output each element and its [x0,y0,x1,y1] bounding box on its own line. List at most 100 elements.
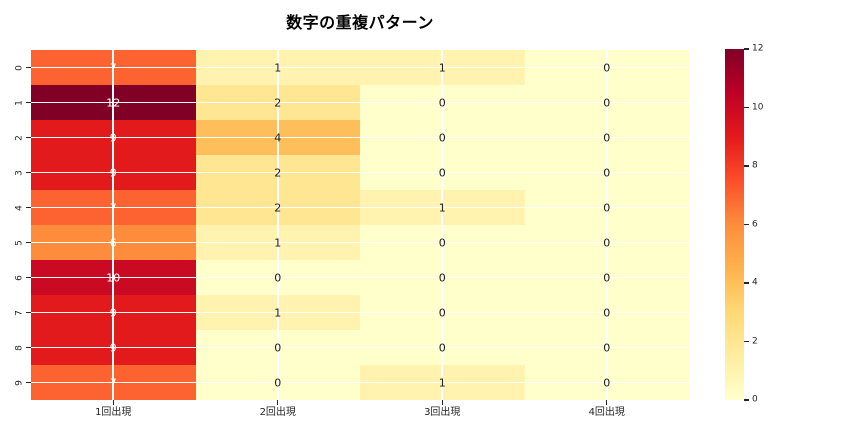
cell-value-label: 1 [438,376,446,389]
y-tick-mark [26,206,31,209]
y-tick-label: 9 [14,379,25,386]
y-tick-label: 0 [14,64,25,71]
cell-value-label: 0 [603,201,611,214]
gridline-horizontal [31,241,689,244]
cell-value-label: 9 [109,341,117,354]
colorbar-tick-mark [744,340,749,343]
colorbar-tick-mark [744,106,749,109]
colorbar-tick-label: 4 [752,277,758,288]
gridline-horizontal [31,206,689,209]
heatmap-gridlines-layer [31,50,689,400]
cell-value-label: 0 [603,376,611,389]
colorbar-tick-label: 6 [752,219,758,229]
x-tick-label: 1回出現 [95,407,132,418]
y-tick-label: 1 [14,99,25,106]
y-tick-mark [26,171,31,174]
cell-value-label: 0 [603,96,611,109]
y-tick-mark [26,241,31,244]
y-tick-mark [26,66,31,69]
colorbar-tick-label: 8 [752,160,758,171]
x-tick-label: 4回出現 [588,407,625,418]
gridline-vertical [112,50,115,400]
gridline-horizontal [31,311,689,314]
cell-value-label: 0 [274,271,282,284]
cell-value-label: 4 [274,131,282,144]
gridline-horizontal [31,276,689,279]
cell-value-label: 0 [603,271,611,284]
colorbar-tick-label: 12 [752,43,764,54]
colorbar-tick-label: 2 [752,336,758,346]
x-tick-mark [277,400,279,405]
y-tick-mark [26,101,31,104]
cell-value-label: 0 [603,236,611,249]
colorbar-tick-mark [744,48,749,50]
cell-value-label: 6 [109,236,117,249]
cell-value-label: 7 [109,376,117,389]
cell-value-label: 1 [438,61,446,74]
heatmap-plot: 7 1 1 0 12 2 0 0 9 4 0 0 9 2 0 0 7 2 1 0 6 1 0 0 10 0 0 0 9 1 0 0 9 0 0 0 7 0… [31,50,689,400]
gridline-vertical [605,50,608,400]
colorbar-tick-mark [744,282,749,284]
x-tick-mark [112,400,114,405]
cell-value-label: 0 [274,341,282,354]
gridline-vertical [441,50,444,400]
cell-value-label: 9 [109,131,117,144]
y-tick-label: 7 [14,309,25,316]
cell-value-label: 0 [438,341,446,354]
cell-value-label: 0 [603,61,611,74]
cell-value-label: 0 [603,306,611,319]
gridline-horizontal [31,101,689,104]
colorbar-tick-mark [744,399,749,401]
x-tick-label: 2回出現 [259,407,296,418]
y-tick-label: 8 [14,344,25,351]
gridline-horizontal [31,136,689,139]
cell-value-label: 0 [603,131,611,144]
cell-value-label: 7 [109,61,117,74]
y-tick-label: 2 [14,134,25,141]
cell-value-label: 10 [106,271,121,284]
y-tick-mark [26,381,31,384]
cell-value-label: 0 [438,96,446,109]
cell-value-label: 0 [438,236,446,249]
cell-value-label: 0 [438,131,446,144]
cell-value-label: 9 [109,306,117,319]
y-tick-label: 5 [14,239,25,246]
cell-value-label: 9 [109,166,117,179]
cell-value-label: 12 [106,96,121,109]
chart-title: 数字の重複パターン [286,13,434,32]
y-tick-mark [26,276,31,279]
cell-value-label: 0 [274,376,282,389]
gridline-vertical [276,50,279,400]
gridline-horizontal [31,381,689,384]
y-tick-mark [26,136,31,139]
cell-value-label: 2 [274,201,282,214]
y-tick-label: 4 [14,204,25,211]
cell-value-label: 1 [438,201,446,214]
cell-value-label: 1 [274,236,282,249]
x-tick-label: 3回出現 [424,407,461,418]
x-tick-mark [441,400,443,405]
colorbar-tick-mark [744,165,749,167]
cell-value-label: 0 [603,341,611,354]
gridline-horizontal [31,171,689,174]
colorbar-tick-mark [744,223,749,226]
cell-value-label: 1 [274,306,282,319]
y-tick-mark [26,311,31,314]
colorbar [725,49,744,400]
y-tick-label: 6 [14,274,25,281]
colorbar-tick-label: 10 [752,102,764,112]
cell-value-label: 1 [274,61,282,74]
cell-value-label: 0 [438,306,446,319]
cell-value-label: 7 [109,201,117,214]
y-tick-label: 3 [14,169,25,176]
cell-value-label: 0 [603,166,611,179]
cell-value-label: 0 [438,271,446,284]
heatmap-annotations-layer: 7 1 1 0 12 2 0 0 9 4 0 0 9 2 0 0 7 2 1 0 6 1 0 0 10 0 0 0 9 1 0 0 9 0 0 0 7 0… [31,50,689,400]
x-tick-mark [606,400,608,405]
cell-value-label: 0 [438,166,446,179]
cell-value-label: 2 [274,166,282,179]
gridline-horizontal [31,66,689,69]
cell-value-label: 2 [274,96,282,109]
gridline-horizontal [31,346,689,349]
